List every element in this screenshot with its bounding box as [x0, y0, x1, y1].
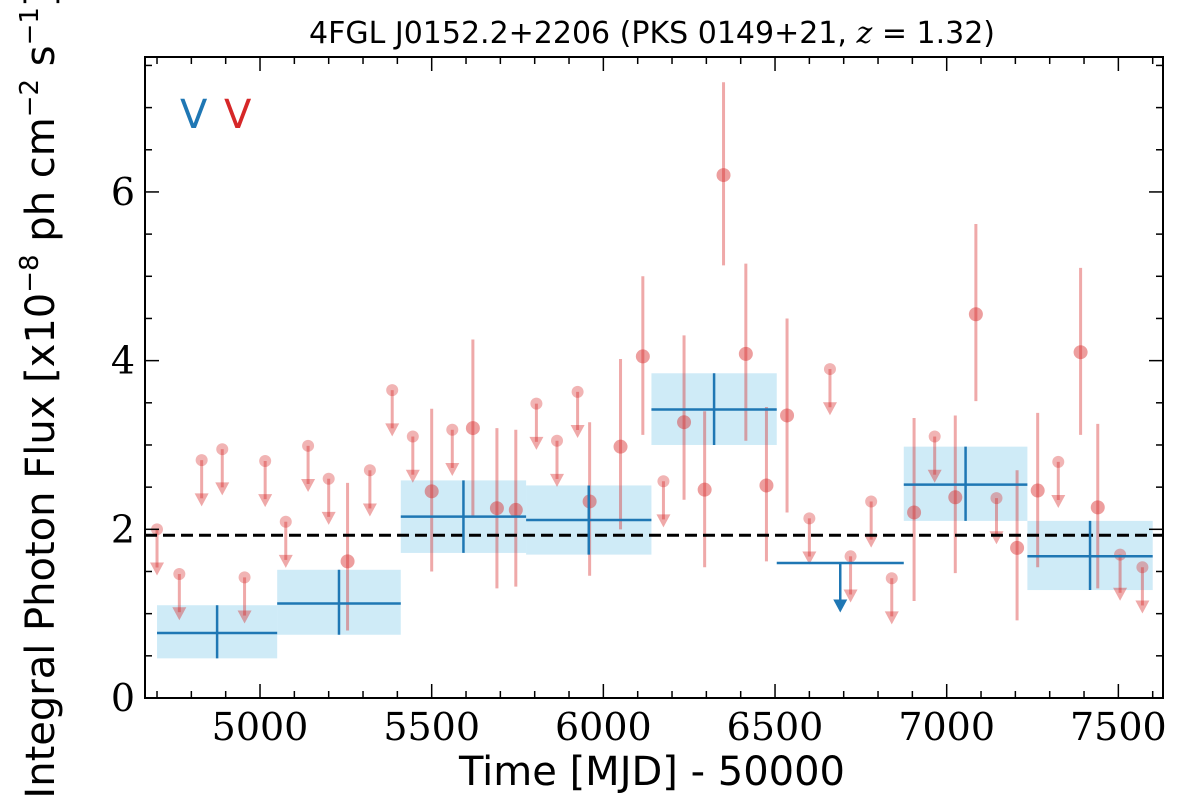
monthly-point: [968, 307, 983, 322]
monthly-upper-limit-arrow: [843, 589, 858, 603]
monthly-upper-limit-arrow: [884, 611, 899, 625]
monthly-upper-limit-point: [363, 464, 376, 477]
monthly-upper-limit-point: [446, 423, 459, 436]
monthly-upper-limit-point: [803, 512, 816, 525]
monthly-upper-limit-arrow: [1051, 495, 1066, 509]
monthly-upper-limit-arrow: [321, 511, 336, 525]
plot-frame: [144, 56, 1164, 699]
monthly-upper-limit-arrow: [656, 514, 671, 528]
monthly-point: [677, 415, 692, 430]
monthly-point: [697, 482, 712, 497]
monthly-upper-limit-point: [173, 568, 186, 581]
monthly-upper-limit-point: [406, 430, 419, 443]
y-tick-label: 4: [111, 339, 135, 383]
y-tick-label: 0: [111, 676, 135, 720]
monthly-upper-limit-point: [216, 443, 229, 456]
monthly-upper-limit-point: [1114, 548, 1127, 561]
x-tick-label: 6000: [555, 705, 652, 749]
monthly-upper-limit-arrow: [278, 554, 293, 568]
x-tick-label: 6500: [727, 705, 824, 749]
x-axis-title: Time [MJD] - 50000: [458, 749, 845, 795]
monthly-upper-limit-point: [238, 571, 251, 584]
monthly-upper-limit-point: [928, 430, 941, 443]
x-tick-label: 7500: [1070, 705, 1167, 749]
monthly-point: [508, 502, 523, 517]
monthly-upper-limit-arrow: [864, 534, 879, 548]
monthly-upper-limit-arrow: [1135, 600, 1150, 614]
monthly-upper-limit-point: [823, 363, 836, 376]
y-tick-label: 6: [111, 170, 135, 214]
monthly-upper-limit-point: [844, 550, 857, 563]
chart-title: 4FGL J0152.2+2206 (PKS 0149+21, z = 1.32…: [309, 16, 995, 51]
monthly-upper-limit-arrow: [405, 469, 420, 483]
monthly-upper-limit-arrow: [550, 473, 565, 487]
monthly-point: [1090, 500, 1105, 515]
legend-marker-yearly: V: [180, 92, 208, 138]
monthly-upper-limit-arrow: [989, 531, 1004, 545]
monthly-upper-limit-arrow: [194, 493, 209, 507]
x-tick-label: 5500: [383, 705, 480, 749]
monthly-upper-limit-point: [657, 475, 670, 488]
monthly-point: [907, 505, 922, 520]
monthly-upper-limit-point: [279, 515, 292, 528]
monthly-upper-limit-arrow: [215, 482, 230, 496]
y-axis-title: Integral Photon Flux [x10−8 ph cm−2 s−1]: [15, 0, 64, 799]
monthly-upper-limit-arrow: [1113, 587, 1128, 601]
monthly-upper-limit-arrow: [927, 469, 942, 483]
monthly-upper-limit-point: [571, 385, 584, 398]
monthly-upper-limit-arrow: [822, 402, 837, 416]
monthly-point: [738, 346, 753, 361]
monthly-upper-limit-point: [302, 439, 315, 452]
monthly-upper-limit-arrow: [570, 425, 585, 439]
monthly-upper-limit-point: [195, 454, 208, 467]
axis-ticks: 5000 5500 6000 6500 7000 7500 0 2 4 6: [111, 57, 1167, 749]
y-tick-label: 2: [111, 507, 135, 551]
monthly-point: [1073, 345, 1088, 360]
legend-marker-monthly: V: [224, 92, 252, 138]
monthly-upper-limit-arrow: [237, 610, 252, 624]
monthly-point: [780, 408, 795, 423]
monthly-upper-limit-arrow: [445, 462, 460, 476]
monthly-upper-limit-point: [322, 472, 335, 485]
monthly-point: [1010, 540, 1025, 555]
monthly-upper-limit-point: [1052, 455, 1065, 468]
monthly-point: [635, 349, 650, 364]
monthly-point: [1030, 483, 1045, 498]
monthly-upper-limit-point: [386, 384, 399, 397]
monthly-point: [759, 478, 774, 493]
monthly-upper-limit-arrow: [150, 562, 165, 576]
monthly-upper-limit-arrow: [258, 494, 273, 508]
monthly-upper-limit-arrow: [385, 423, 400, 437]
yearly-upper-limit-arrow: [833, 599, 848, 613]
monthly-upper-limit-point: [551, 434, 564, 447]
monthly-point: [340, 554, 355, 569]
monthly-point: [613, 439, 628, 454]
monthly-upper-limit-point: [885, 572, 898, 585]
monthly-upper-limit-point: [865, 495, 878, 508]
monthly-point: [489, 501, 504, 516]
monthly-upper-limit-point: [1136, 561, 1149, 574]
monthly-point: [424, 484, 439, 499]
monthly-upper-limit-point: [259, 454, 272, 467]
x-tick-label: 7000: [898, 705, 995, 749]
monthly-upper-limit-arrow: [172, 607, 187, 621]
monthly-upper-limit-arrow: [529, 436, 544, 450]
monthly-upper-limit-arrow: [301, 478, 316, 492]
monthly-upper-limit-point: [990, 492, 1003, 505]
x-tick-label: 5000: [212, 705, 309, 749]
monthly-point: [948, 490, 963, 505]
monthly-point: [465, 421, 480, 436]
monthly-upper-limit-arrow: [362, 503, 377, 517]
monthly-upper-limit-arrow: [802, 551, 817, 565]
monthly-point: [716, 168, 731, 183]
plot-area: [145, 82, 1163, 659]
monthly-upper-limit-point: [530, 397, 543, 410]
